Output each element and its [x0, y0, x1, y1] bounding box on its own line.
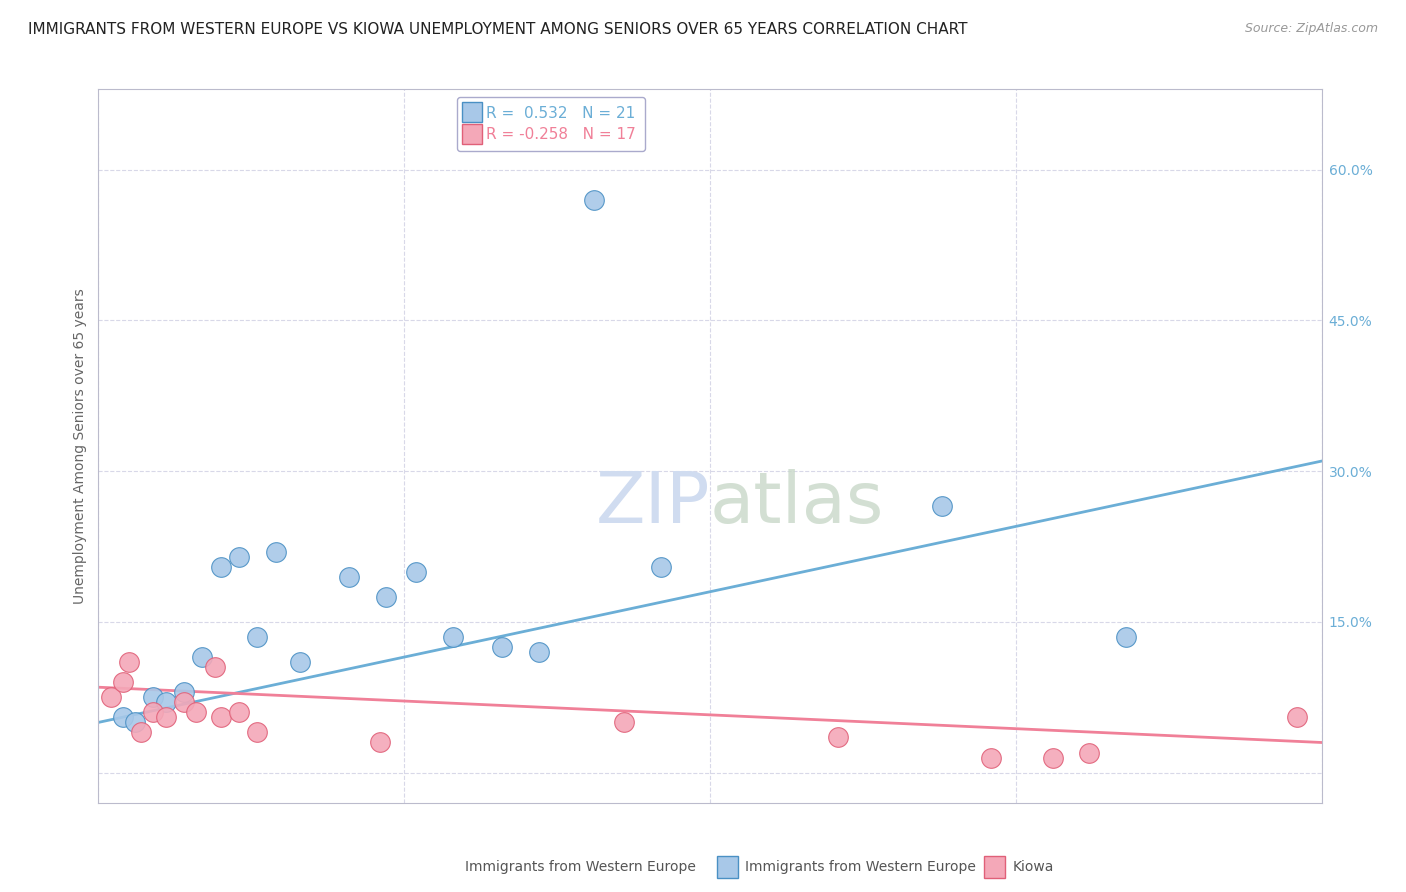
Point [129, 725, 152, 739]
Point [155, 710, 177, 724]
Point [246, 725, 269, 739]
Text: ZIP: ZIP [596, 468, 710, 538]
Point [142, 690, 165, 705]
Point [142, 706, 165, 720]
Legend: R =  0.532   N = 21, R = -0.258   N = 17: R = 0.532 N = 21, R = -0.258 N = 17 [457, 97, 645, 152]
Point [1115, 630, 1137, 644]
Y-axis label: Unemployment Among Seniors over 65 years: Unemployment Among Seniors over 65 years [73, 288, 87, 604]
Point [186, 706, 208, 720]
Point [405, 565, 427, 579]
Point [100, 690, 122, 705]
Point [204, 660, 226, 674]
Point [374, 590, 396, 604]
Point [931, 500, 953, 514]
Text: Immigrants from Western Europe: Immigrants from Western Europe [465, 860, 696, 874]
Point [191, 650, 214, 665]
Point [111, 675, 134, 690]
Point [1286, 710, 1309, 724]
Point [1042, 750, 1064, 764]
Text: Source: ZipAtlas.com: Source: ZipAtlas.com [1244, 22, 1378, 36]
Point [155, 695, 177, 709]
Point [827, 731, 849, 745]
Point [173, 695, 195, 709]
Point [209, 559, 232, 574]
Point [1078, 746, 1101, 760]
Text: IMMIGRANTS FROM WESTERN EUROPE VS KIOWA UNEMPLOYMENT AMONG SENIORS OVER 65 YEARS: IMMIGRANTS FROM WESTERN EUROPE VS KIOWA … [28, 22, 967, 37]
Text: atlas: atlas [710, 468, 884, 538]
Point [582, 193, 605, 207]
Point [228, 706, 250, 720]
Text: Immigrants from Western Europe: Immigrants from Western Europe [745, 860, 976, 874]
Point [441, 630, 464, 644]
Point [290, 655, 312, 669]
Point [124, 715, 146, 730]
Point [337, 569, 360, 583]
Point [209, 710, 232, 724]
Point [980, 750, 1002, 764]
Point [118, 655, 141, 669]
Text: Kiowa: Kiowa [1012, 860, 1053, 874]
Point [527, 645, 550, 659]
Point [264, 544, 287, 558]
Point [368, 735, 391, 749]
Point [491, 640, 513, 654]
Point [650, 559, 672, 574]
Point [228, 549, 250, 564]
Point [613, 715, 636, 730]
Point [111, 710, 134, 724]
Point [246, 630, 269, 644]
Point [173, 685, 195, 699]
